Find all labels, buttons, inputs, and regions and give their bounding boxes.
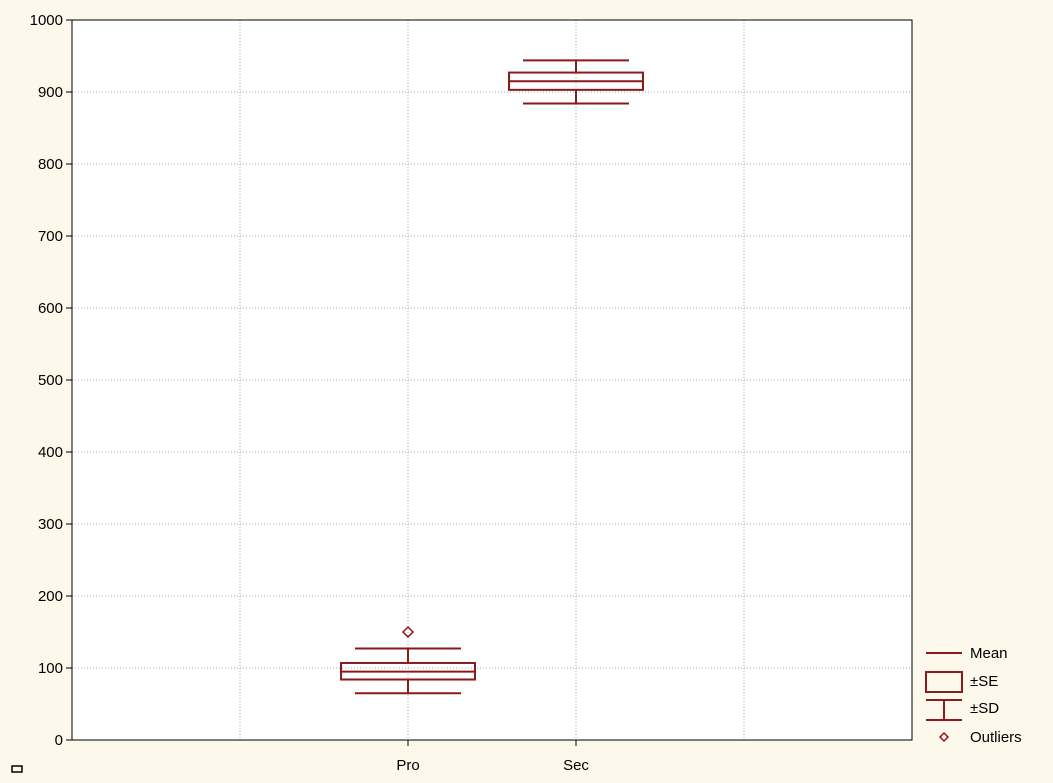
y-tick-label: 400 — [38, 444, 63, 461]
y-axis-tick-labels: 0 100 200 300 400 500 600 700 800 900 1000 — [30, 12, 63, 749]
y-tick-label: 200 — [38, 588, 63, 605]
corner-marker-icon — [11, 765, 23, 773]
box-sec — [508, 59, 644, 105]
legend: Mean ±SE ±SD Outliers — [925, 645, 1022, 746]
plot-frame — [71, 19, 913, 741]
x-tick-label: Pro — [396, 757, 419, 774]
y-tick-label: 900 — [38, 84, 63, 101]
y-tick-label: 600 — [38, 300, 63, 317]
x-tick-label: Sec — [563, 757, 589, 774]
legend-outliers-label: Outliers — [970, 729, 1022, 746]
y-tick-label: 500 — [38, 372, 63, 389]
box-series — [340, 59, 644, 695]
legend-mean-label: Mean — [970, 645, 1008, 662]
legend-outlier-swatch — [938, 731, 950, 743]
outlier-point — [401, 625, 415, 639]
x-axis-tick-labels: Pro Sec — [396, 757, 589, 774]
y-tick-label: 0 — [55, 732, 63, 749]
y-tick-label: 800 — [38, 156, 63, 173]
y-tick-label: 700 — [38, 228, 63, 245]
grid-lines — [66, 19, 912, 746]
legend-se-label: ±SE — [970, 673, 998, 690]
y-tick-label: 1000 — [30, 12, 63, 29]
box-pro — [340, 625, 476, 695]
legend-se-swatch — [925, 671, 963, 693]
y-tick-label: 100 — [38, 660, 63, 677]
y-tick-label: 300 — [38, 516, 63, 533]
legend-sd-label: ±SD — [970, 700, 999, 717]
